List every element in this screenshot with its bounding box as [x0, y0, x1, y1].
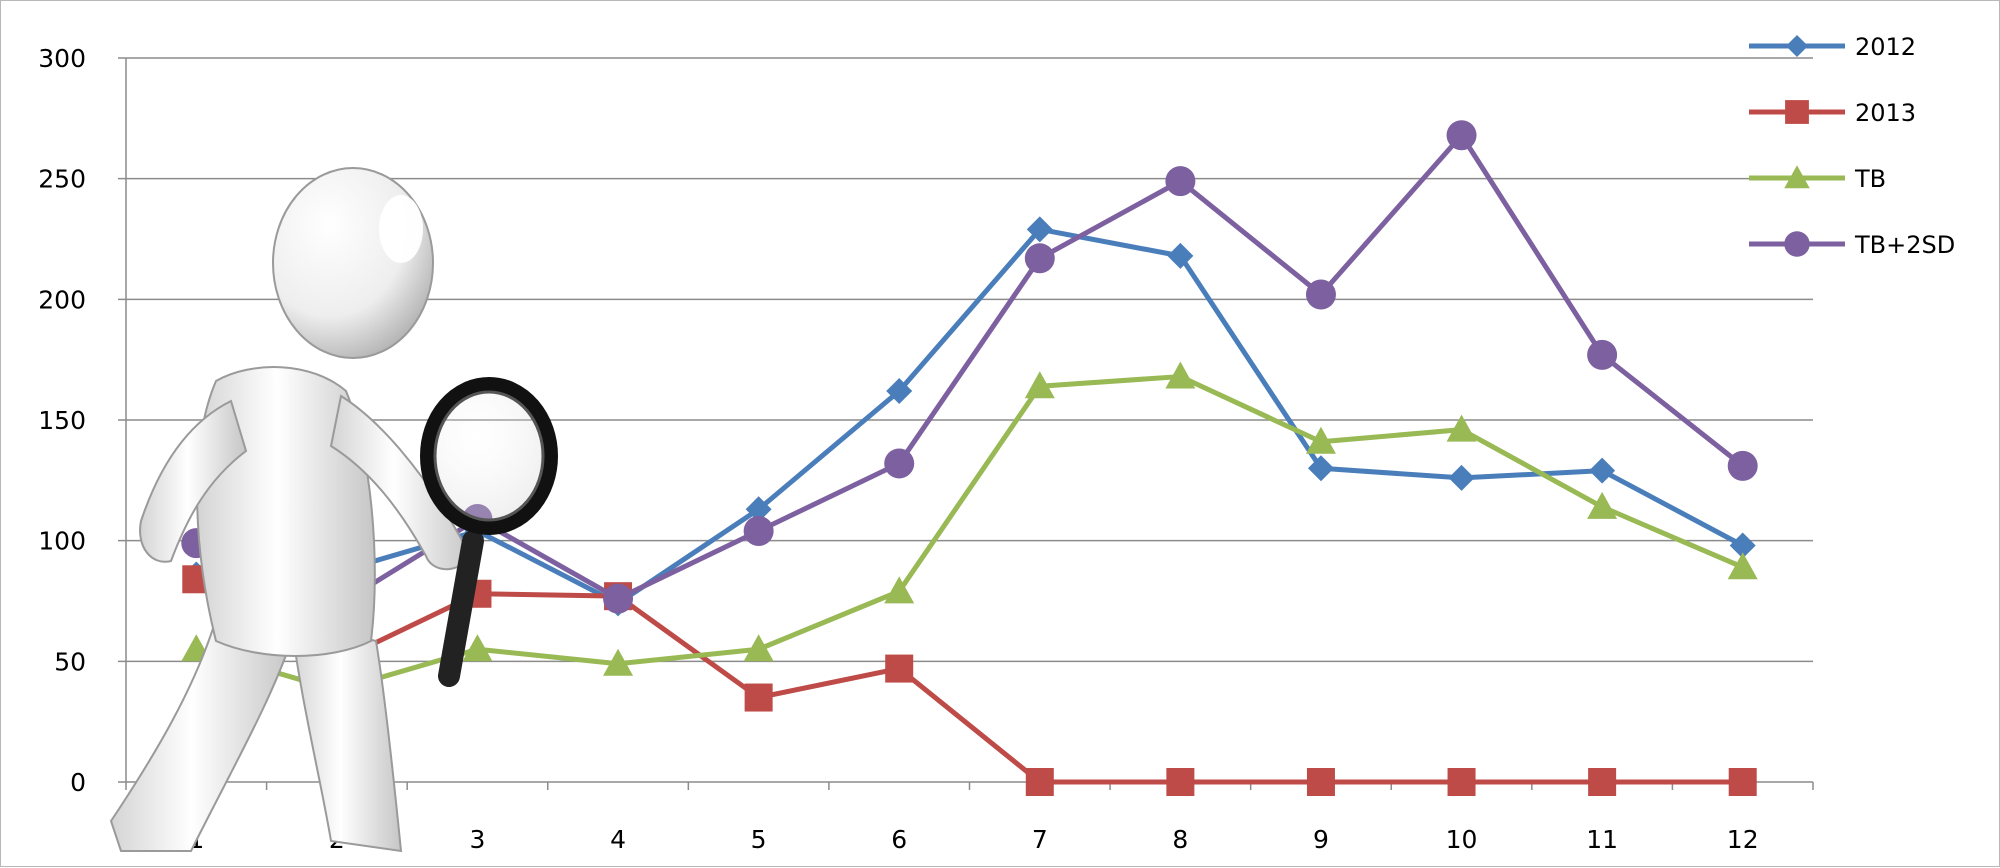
data-point-TB-9 — [1305, 426, 1336, 454]
figure-right-arm — [329, 394, 473, 571]
legend-item-TB: TB — [1749, 165, 1886, 193]
figure-back-leg — [289, 619, 403, 853]
data-point-2013-6 — [885, 654, 914, 683]
data-point-2012-6 — [886, 378, 913, 405]
data-point-TB-12 — [1727, 552, 1758, 580]
magnifying-glass-handle — [438, 530, 484, 687]
x-tick-label-7: 7 — [1032, 825, 1048, 854]
data-point-2013-12 — [1728, 768, 1757, 796]
y-tick-label-50: 50 — [54, 647, 86, 676]
y-tick-label-200: 200 — [38, 285, 86, 314]
y-tick-label-150: 150 — [38, 406, 86, 435]
series-TB+2SD — [181, 120, 1758, 621]
x-tick-label-5: 5 — [751, 825, 767, 854]
data-point-TB+2SD-4 — [603, 583, 634, 614]
data-point-2013-7 — [1025, 768, 1054, 796]
data-point-TB+2SD-8 — [1165, 166, 1196, 197]
x-tick-label-6: 6 — [891, 825, 907, 854]
data-point-TB-4 — [603, 648, 634, 676]
y-tick-label-0: 0 — [70, 768, 86, 797]
legend: 2012 2013 TB TB+2SD — [1749, 33, 1955, 259]
data-point-2012-10 — [1448, 464, 1475, 491]
x-tick-label-4: 4 — [610, 825, 626, 854]
data-point-2012-5 — [745, 496, 772, 523]
y-tick-label-300: 300 — [38, 44, 86, 73]
y-tick-label-250: 250 — [38, 165, 86, 194]
legend-label-2012: 2012 — [1855, 33, 1916, 61]
data-point-TB+2SD-12 — [1727, 450, 1758, 481]
figure-left-arm — [139, 399, 248, 563]
data-point-2013-9 — [1306, 768, 1335, 796]
data-point-TB+2SD-9 — [1305, 279, 1336, 310]
legend-swatch-marker-TB — [1784, 165, 1810, 189]
data-point-TB-10 — [1446, 414, 1477, 442]
legend-swatch-marker-2012 — [1785, 34, 1809, 58]
x-tick-label-8: 8 — [1172, 825, 1188, 854]
series-2013 — [182, 565, 1757, 796]
data-point-2012-7 — [1026, 216, 1053, 243]
legend-swatch-marker-2013 — [1785, 100, 1809, 124]
legend-item-TB+2SD: TB+2SD — [1749, 231, 1955, 259]
legend-label-2013: 2013 — [1855, 99, 1916, 127]
magnifying-glass-lens — [420, 377, 558, 535]
figure-front-leg — [109, 599, 293, 852]
data-point-2013-8 — [1166, 768, 1195, 796]
x-tick-label-10: 10 — [1446, 825, 1478, 854]
data-point-TB-7 — [1024, 371, 1055, 399]
y-tick-labels: 0 50 100 150 200 250 300 — [38, 44, 86, 797]
x-tick-label-11: 11 — [1586, 825, 1618, 854]
data-point-TB-11 — [1587, 491, 1618, 519]
y-tick-label-100: 100 — [38, 527, 86, 556]
x-tick-label-9: 9 — [1313, 825, 1329, 854]
data-point-TB+2SD-6 — [884, 448, 915, 479]
data-point-TB+2SD-10 — [1446, 120, 1477, 151]
data-point-2013-10 — [1447, 768, 1476, 796]
x-tick-label-3: 3 — [470, 825, 486, 854]
data-point-2012-12 — [1729, 532, 1756, 559]
data-point-TB-8 — [1165, 361, 1196, 389]
figure-head — [272, 167, 434, 359]
data-point-2012-8 — [1167, 242, 1194, 269]
data-point-2013-11 — [1588, 768, 1617, 796]
legend-item-2012: 2012 — [1749, 33, 1916, 61]
x-tick-label-12: 12 — [1727, 825, 1759, 854]
legend-label-TB: TB — [1854, 165, 1886, 193]
data-point-TB+2SD-7 — [1024, 243, 1055, 274]
data-point-TB-5 — [743, 634, 774, 662]
legend-item-2013: 2013 — [1749, 99, 1916, 127]
data-point-2013-5 — [744, 683, 773, 712]
data-point-TB-6 — [884, 576, 915, 604]
data-point-TB+2SD-11 — [1587, 339, 1618, 370]
data-point-2012-9 — [1307, 455, 1334, 482]
data-point-TB-3 — [462, 634, 493, 662]
legend-swatch-marker-TB+2SD — [1784, 231, 1810, 257]
x-tick-labels: 123456789101112 — [188, 825, 1758, 854]
figure-with-magnifying-glass-illustration — [109, 167, 558, 853]
legend-label-TB+2SD: TB+2SD — [1854, 231, 1955, 259]
data-point-2012-11 — [1589, 457, 1616, 484]
data-point-TB+2SD-5 — [743, 516, 774, 547]
series-line-2013 — [195, 577, 1743, 785]
